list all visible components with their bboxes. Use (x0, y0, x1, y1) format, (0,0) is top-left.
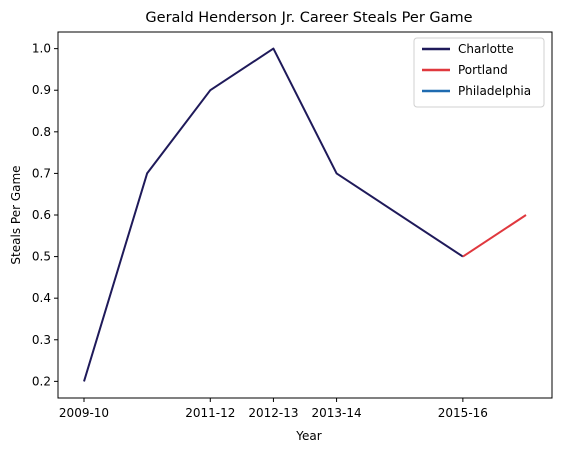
series-line-portland (462, 214, 527, 258)
y-tick-label: 1.0 (32, 42, 51, 56)
y-tick-label: 0.6 (32, 208, 51, 222)
y-tick-label: 0.5 (32, 250, 51, 264)
series-lines (83, 47, 527, 382)
series-line-charlotte (83, 47, 464, 382)
y-tick-label: 0.7 (32, 166, 51, 180)
chart-title: Gerald Henderson Jr. Career Steals Per G… (145, 10, 472, 26)
legend: Charlotte Portland Philadelphia (413, 37, 545, 108)
y-tick-label: 0.9 (32, 83, 51, 97)
x-tick-label: 2012-13 (248, 406, 298, 420)
x-tick-label: 2009-10 (59, 406, 109, 420)
y-axis: 0.2 0.3 0.4 0.5 0.6 0.7 0.8 0.9 1.0 (32, 42, 58, 388)
x-axis: 2009-10 2011-12 2012-13 2013-14 2015-16 (59, 398, 488, 420)
x-axis-label: Year (295, 429, 321, 443)
x-tick-label: 2011-12 (185, 406, 235, 420)
y-tick-label: 0.2 (32, 374, 51, 388)
y-tick-label: 0.4 (32, 291, 51, 305)
x-tick-label: 2015-16 (438, 406, 488, 420)
y-tick-label: 0.8 (32, 125, 51, 139)
legend-label: Charlotte (458, 42, 514, 56)
legend-label: Philadelphia (458, 84, 531, 98)
y-tick-label: 0.3 (32, 333, 51, 347)
legend-label: Portland (458, 63, 508, 77)
x-tick-label: 2013-14 (312, 406, 362, 420)
y-axis-label: Steals Per Game (9, 165, 23, 264)
